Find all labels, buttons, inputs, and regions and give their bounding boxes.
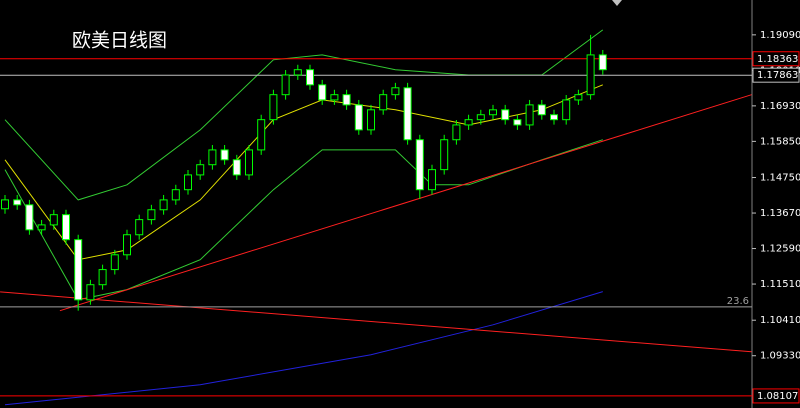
- y-tick-label: 1.09330: [760, 351, 800, 362]
- overlay-line: [4, 139, 603, 301]
- candle-body: [293, 69, 302, 76]
- candle-body: [476, 114, 485, 121]
- candle-body: [135, 219, 144, 236]
- candle-body: [13, 199, 22, 206]
- candle-body: [37, 224, 46, 231]
- candle-body: [159, 199, 168, 211]
- candle-body: [501, 109, 510, 121]
- candle-body: [306, 69, 314, 86]
- trend-line: [59, 94, 752, 312]
- level-label-box: [752, 388, 800, 404]
- candle-body: [367, 109, 375, 131]
- candle-body: [49, 214, 58, 226]
- y-tick-label: 1.14750: [760, 173, 800, 184]
- overlay-line: [4, 291, 603, 406]
- candle-body: [379, 94, 388, 111]
- y-tick-label: 1.11510: [760, 279, 800, 290]
- candle-body: [74, 239, 83, 301]
- y-tick-label: 1.16930: [760, 101, 800, 112]
- candle-body: [562, 99, 571, 121]
- candle-body: [415, 139, 424, 191]
- trend-line: [0, 291, 752, 353]
- candle-body: [586, 54, 595, 96]
- candle-body: [208, 149, 217, 166]
- y-tick-label: 1.12590: [760, 244, 800, 255]
- scroll-marker: [612, 0, 622, 6]
- candle-body: [440, 139, 449, 171]
- level-label: 1.18363: [757, 54, 798, 65]
- y-tick-label: 1.15850: [760, 136, 800, 147]
- level-label: 1.17863: [757, 70, 798, 81]
- y-tick-label: 1.13670: [760, 208, 800, 219]
- candle-body: [25, 204, 34, 231]
- candle-body: [342, 94, 351, 106]
- candle-body: [330, 94, 339, 101]
- candle-body: [550, 114, 558, 121]
- candle-body: [257, 119, 266, 151]
- candle-body: [232, 159, 241, 176]
- overlay-line: [4, 29, 604, 201]
- y-tick-label: 1.19090: [760, 30, 800, 41]
- candle-body: [1, 199, 9, 210]
- candle-body: [464, 119, 473, 126]
- candle-body: [184, 174, 192, 191]
- candle-body: [123, 234, 131, 256]
- candle-body: [171, 189, 180, 201]
- candle-body: [318, 84, 327, 101]
- candle-body: [62, 214, 70, 241]
- candle-body: [269, 94, 278, 121]
- candle-body: [354, 104, 363, 131]
- candle-body: [110, 254, 119, 271]
- candle-body: [489, 109, 497, 116]
- candle-body: [98, 269, 107, 286]
- candle-body: [537, 104, 546, 116]
- candle-body: [598, 54, 607, 71]
- candle-body: [574, 94, 583, 101]
- candle-body: [525, 104, 534, 126]
- candle-body: [452, 124, 461, 141]
- candle-body: [513, 119, 522, 126]
- candle-body: [147, 209, 156, 221]
- candle-body: [196, 164, 205, 176]
- y-tick-label: 1.10410: [760, 315, 800, 326]
- candle-body: [245, 149, 253, 176]
- candle-body: [220, 149, 229, 161]
- chart-title: 欧美日线图: [72, 30, 167, 52]
- candle-body: [86, 284, 95, 301]
- candle-body: [403, 87, 412, 141]
- candle-body: [391, 87, 400, 96]
- candle-body: [281, 74, 290, 96]
- level-label: 23.6: [727, 296, 749, 307]
- candle-body: [428, 169, 436, 191]
- level-label: 1.08107: [757, 391, 798, 402]
- level-label-box: [752, 67, 800, 83]
- overlay-line: [4, 84, 603, 261]
- level-label-box: [752, 51, 800, 67]
